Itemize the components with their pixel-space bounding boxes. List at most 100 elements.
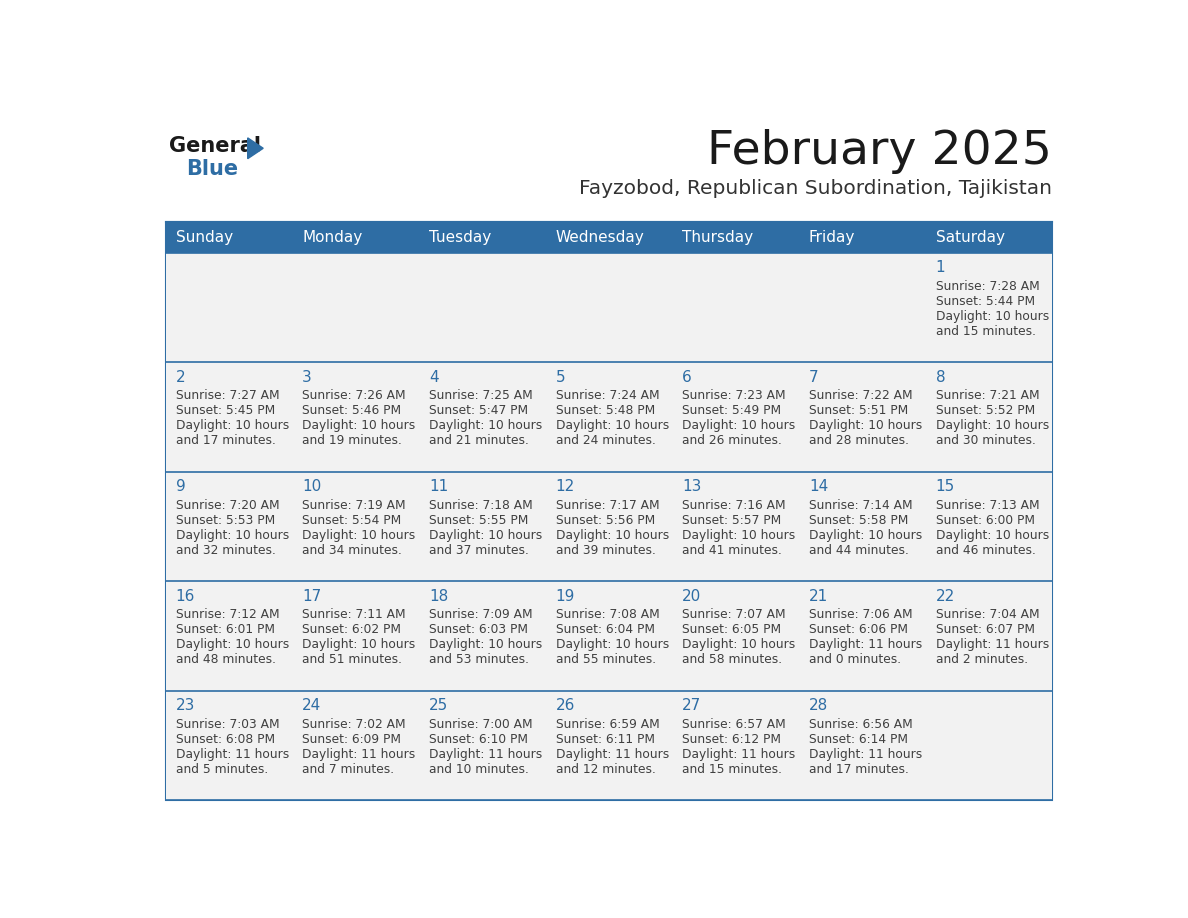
Text: and 53 minutes.: and 53 minutes. — [429, 653, 529, 666]
Text: Sunrise: 7:06 AM: Sunrise: 7:06 AM — [809, 608, 912, 621]
Text: Daylight: 10 hours: Daylight: 10 hours — [302, 420, 416, 432]
Text: Daylight: 10 hours: Daylight: 10 hours — [176, 529, 289, 542]
Text: February 2025: February 2025 — [707, 129, 1053, 174]
Text: Daylight: 11 hours: Daylight: 11 hours — [302, 747, 416, 761]
Text: Daylight: 10 hours: Daylight: 10 hours — [556, 529, 669, 542]
Text: and 44 minutes.: and 44 minutes. — [809, 543, 909, 556]
Text: Sunrise: 6:56 AM: Sunrise: 6:56 AM — [809, 718, 912, 731]
Text: Sunrise: 7:07 AM: Sunrise: 7:07 AM — [682, 608, 786, 621]
Text: Sunrise: 6:57 AM: Sunrise: 6:57 AM — [682, 718, 786, 731]
Text: Sunrise: 7:23 AM: Sunrise: 7:23 AM — [682, 389, 786, 402]
Text: Monday: Monday — [302, 230, 362, 245]
Text: Sunset: 5:57 PM: Sunset: 5:57 PM — [682, 513, 782, 527]
Text: Daylight: 10 hours: Daylight: 10 hours — [429, 420, 542, 432]
Text: Sunset: 6:08 PM: Sunset: 6:08 PM — [176, 733, 274, 745]
Bar — [165, 252, 1053, 362]
Text: Daylight: 11 hours: Daylight: 11 hours — [936, 638, 1049, 651]
Text: and 10 minutes.: and 10 minutes. — [429, 763, 529, 776]
Text: and 17 minutes.: and 17 minutes. — [809, 763, 909, 776]
Text: and 39 minutes.: and 39 minutes. — [556, 543, 656, 556]
Text: and 0 minutes.: and 0 minutes. — [809, 653, 901, 666]
Text: and 15 minutes.: and 15 minutes. — [682, 763, 782, 776]
Text: and 17 minutes.: and 17 minutes. — [176, 434, 276, 447]
Bar — [165, 222, 1053, 252]
Bar — [165, 581, 1053, 690]
Text: Daylight: 10 hours: Daylight: 10 hours — [302, 638, 416, 651]
Text: Daylight: 10 hours: Daylight: 10 hours — [682, 638, 796, 651]
Text: Sunset: 6:09 PM: Sunset: 6:09 PM — [302, 733, 402, 745]
Text: Sunrise: 7:11 AM: Sunrise: 7:11 AM — [302, 608, 406, 621]
Text: Sunset: 6:03 PM: Sunset: 6:03 PM — [429, 623, 527, 636]
Text: Sunrise: 7:26 AM: Sunrise: 7:26 AM — [302, 389, 406, 402]
Text: Thursday: Thursday — [682, 230, 753, 245]
Text: Sunrise: 7:21 AM: Sunrise: 7:21 AM — [936, 389, 1040, 402]
Text: Daylight: 10 hours: Daylight: 10 hours — [429, 529, 542, 542]
Text: and 5 minutes.: and 5 minutes. — [176, 763, 267, 776]
Text: 15: 15 — [936, 479, 955, 494]
Text: 5: 5 — [556, 370, 565, 385]
Text: Sunrise: 7:08 AM: Sunrise: 7:08 AM — [556, 608, 659, 621]
Text: Sunrise: 7:27 AM: Sunrise: 7:27 AM — [176, 389, 279, 402]
Text: Sunday: Sunday — [176, 230, 233, 245]
Text: 27: 27 — [682, 699, 701, 713]
Text: 13: 13 — [682, 479, 702, 494]
Text: 9: 9 — [176, 479, 185, 494]
Text: Sunset: 6:04 PM: Sunset: 6:04 PM — [556, 623, 655, 636]
Text: Sunset: 5:45 PM: Sunset: 5:45 PM — [176, 404, 274, 417]
Text: Daylight: 11 hours: Daylight: 11 hours — [809, 638, 922, 651]
Text: 6: 6 — [682, 370, 691, 385]
Text: 8: 8 — [936, 370, 946, 385]
Text: Sunset: 5:47 PM: Sunset: 5:47 PM — [429, 404, 527, 417]
Text: Sunrise: 7:13 AM: Sunrise: 7:13 AM — [936, 498, 1040, 511]
Text: Sunset: 6:06 PM: Sunset: 6:06 PM — [809, 623, 908, 636]
Text: Sunset: 5:53 PM: Sunset: 5:53 PM — [176, 513, 274, 527]
Text: and 37 minutes.: and 37 minutes. — [429, 543, 529, 556]
Text: Daylight: 10 hours: Daylight: 10 hours — [936, 420, 1049, 432]
Text: Sunrise: 6:59 AM: Sunrise: 6:59 AM — [556, 718, 659, 731]
Text: Sunrise: 7:28 AM: Sunrise: 7:28 AM — [936, 280, 1040, 293]
Text: 18: 18 — [429, 588, 448, 604]
Text: Sunrise: 7:24 AM: Sunrise: 7:24 AM — [556, 389, 659, 402]
Text: 4: 4 — [429, 370, 438, 385]
Text: 11: 11 — [429, 479, 448, 494]
Bar — [165, 222, 1053, 800]
Text: 2: 2 — [176, 370, 185, 385]
Text: 16: 16 — [176, 588, 195, 604]
Text: Sunrise: 7:22 AM: Sunrise: 7:22 AM — [809, 389, 912, 402]
Text: Daylight: 10 hours: Daylight: 10 hours — [556, 420, 669, 432]
Text: and 51 minutes.: and 51 minutes. — [302, 653, 403, 666]
Text: Daylight: 10 hours: Daylight: 10 hours — [302, 529, 416, 542]
Text: Daylight: 10 hours: Daylight: 10 hours — [809, 420, 922, 432]
Text: Sunset: 5:55 PM: Sunset: 5:55 PM — [429, 513, 529, 527]
Text: Sunset: 6:01 PM: Sunset: 6:01 PM — [176, 623, 274, 636]
Text: and 34 minutes.: and 34 minutes. — [302, 543, 403, 556]
Text: Sunrise: 7:03 AM: Sunrise: 7:03 AM — [176, 718, 279, 731]
Text: and 12 minutes.: and 12 minutes. — [556, 763, 656, 776]
Text: and 48 minutes.: and 48 minutes. — [176, 653, 276, 666]
Text: Blue: Blue — [187, 159, 239, 179]
Text: General: General — [170, 136, 261, 155]
Text: Daylight: 10 hours: Daylight: 10 hours — [809, 529, 922, 542]
Text: Daylight: 10 hours: Daylight: 10 hours — [429, 638, 542, 651]
Text: and 21 minutes.: and 21 minutes. — [429, 434, 529, 447]
Text: Daylight: 10 hours: Daylight: 10 hours — [176, 420, 289, 432]
Text: 21: 21 — [809, 588, 828, 604]
Text: Sunrise: 7:17 AM: Sunrise: 7:17 AM — [556, 498, 659, 511]
Text: Sunrise: 7:00 AM: Sunrise: 7:00 AM — [429, 718, 532, 731]
Text: and 7 minutes.: and 7 minutes. — [302, 763, 394, 776]
Text: and 41 minutes.: and 41 minutes. — [682, 543, 782, 556]
Text: Daylight: 11 hours: Daylight: 11 hours — [556, 747, 669, 761]
Bar — [165, 472, 1053, 581]
Bar — [165, 362, 1053, 472]
Text: Daylight: 10 hours: Daylight: 10 hours — [936, 529, 1049, 542]
Text: 25: 25 — [429, 699, 448, 713]
Text: Wednesday: Wednesday — [556, 230, 644, 245]
Text: Sunset: 6:02 PM: Sunset: 6:02 PM — [302, 623, 402, 636]
Text: and 30 minutes.: and 30 minutes. — [936, 434, 1036, 447]
Text: and 58 minutes.: and 58 minutes. — [682, 653, 783, 666]
Bar — [165, 690, 1053, 800]
Text: Sunrise: 7:25 AM: Sunrise: 7:25 AM — [429, 389, 532, 402]
Text: and 28 minutes.: and 28 minutes. — [809, 434, 909, 447]
Text: 17: 17 — [302, 588, 322, 604]
Text: Sunset: 6:11 PM: Sunset: 6:11 PM — [556, 733, 655, 745]
